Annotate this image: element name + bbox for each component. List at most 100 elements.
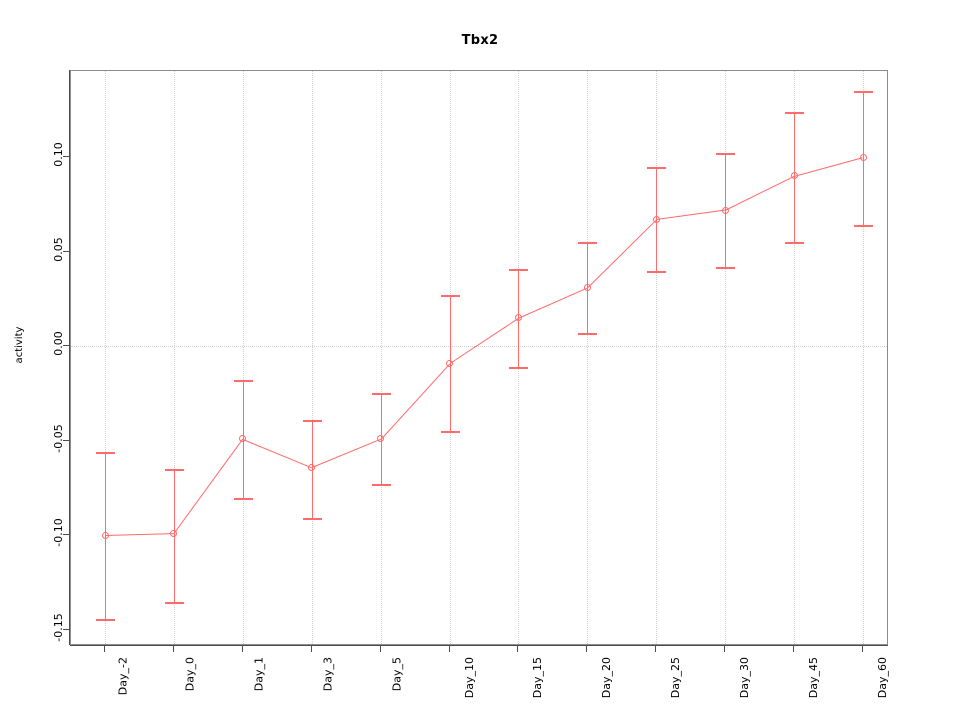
data-point-marker	[239, 435, 247, 443]
y-axis-tick-label: 0.10	[51, 142, 65, 167]
gridline-vertical	[311, 71, 314, 644]
y-axis-tick	[63, 628, 70, 630]
error-bar-cap-lower	[647, 270, 667, 273]
x-axis-tick	[379, 645, 381, 652]
x-axis-tick	[655, 645, 657, 652]
data-point-marker	[652, 215, 660, 223]
gridline-vertical	[725, 71, 727, 644]
y-axis-tick-label: -0.15	[51, 613, 65, 642]
error-bar-cap-upper	[785, 111, 805, 114]
x-axis-tick-label: Day_0	[183, 657, 197, 692]
y-axis-tick-label: 0.00	[51, 331, 65, 356]
error-bar-cap-upper	[164, 469, 184, 472]
error-bar-cap-upper	[233, 380, 253, 383]
y-axis-tick	[63, 439, 70, 441]
x-axis: Day_-2 Day_0 Day_1 Day_3 Day_5 Day_10 Day_15 Da…	[70, 645, 890, 720]
gridline-vertical	[173, 71, 176, 644]
data-point-marker	[721, 206, 729, 214]
y-axis-tick	[63, 534, 70, 536]
error-bar-cap-lower	[578, 332, 598, 335]
error-bar-cap-lower	[302, 518, 322, 521]
x-axis-tick	[793, 645, 795, 652]
x-axis-tick-label: Day_20	[600, 657, 614, 699]
x-axis-tick	[448, 645, 450, 652]
gridline-vertical	[587, 71, 589, 644]
series-segment	[380, 363, 450, 440]
x-axis-tick-label: Day_45	[807, 657, 821, 699]
series-segment	[173, 439, 244, 535]
data-point-marker	[859, 153, 867, 161]
gridline-zero	[71, 346, 887, 348]
y-axis-tick	[63, 250, 70, 252]
series-segment	[656, 210, 726, 221]
series-segment	[724, 176, 795, 211]
gridline-vertical	[656, 71, 658, 644]
error-bar-cap-lower	[371, 484, 391, 487]
series-segment	[518, 287, 588, 319]
x-axis-tick	[172, 645, 174, 652]
series-segment	[587, 219, 657, 289]
y-axis: -0.15 -0.10 -0.05 0.00 0.05 0.10	[52, 70, 70, 645]
x-axis-tick	[310, 645, 312, 652]
x-axis-tick-label: Day_5	[390, 657, 404, 692]
error-bar-cap-lower	[96, 618, 115, 621]
y-axis-title: activity	[14, 326, 25, 364]
series-segment	[793, 157, 864, 177]
gridline-vertical	[863, 71, 865, 644]
data-point-marker	[101, 531, 109, 539]
x-axis-tick	[241, 645, 243, 652]
error-bar-cap-lower	[233, 497, 253, 500]
series-segment	[311, 438, 381, 469]
x-axis-tick	[517, 645, 519, 652]
y-axis-tick-label: -0.05	[51, 424, 65, 453]
error-bar-cap-lower	[785, 242, 805, 245]
data-point-marker	[377, 435, 385, 443]
error-bar-cap-upper	[716, 153, 736, 156]
error-bar-cap-lower	[509, 367, 529, 369]
gridline-vertical	[105, 71, 107, 644]
series-segment	[242, 438, 312, 469]
error-bar-cap-upper	[96, 452, 115, 455]
x-axis-tick-label: Day_1	[252, 657, 266, 692]
error-bar-cap-lower	[164, 601, 184, 604]
data-point-marker	[170, 529, 178, 537]
y-axis-line	[69, 70, 70, 645]
x-axis-tick	[586, 645, 588, 652]
x-axis-tick-label: Day_60	[876, 657, 890, 699]
error-bar-cap-lower	[854, 225, 873, 228]
gridline-vertical	[380, 71, 383, 644]
gridline-vertical	[794, 71, 796, 644]
x-axis-tick-label: Day_10	[462, 657, 476, 699]
data-point-marker	[446, 359, 454, 367]
error-bar-cap-upper	[854, 90, 873, 93]
x-axis-tick	[862, 645, 863, 652]
error-bar-cap-lower	[440, 431, 460, 434]
error-bar-cap-upper	[647, 166, 667, 169]
x-axis-tick	[104, 645, 105, 652]
data-point-marker	[790, 172, 798, 180]
x-axis-tick	[724, 645, 726, 652]
error-bar-cap-upper	[440, 295, 460, 298]
x-axis-tick-label: Day_25	[669, 657, 683, 699]
x-axis-tick-label: Day_30	[738, 657, 752, 699]
data-point-marker	[308, 463, 316, 471]
chart-title: Tbx2	[461, 33, 499, 48]
data-point-marker	[514, 314, 522, 322]
error-bar-cap-upper	[302, 419, 322, 422]
data-series-tbx2	[71, 71, 887, 644]
plot-area	[70, 70, 888, 645]
y-axis-tick-label: -0.10	[51, 518, 65, 548]
y-axis-tick-label: 0.05	[51, 236, 65, 262]
error-bar-cap-upper	[509, 268, 529, 271]
gridline-vertical	[242, 71, 245, 644]
error-bar-cap-lower	[716, 266, 736, 269]
series-segment	[104, 533, 174, 537]
x-axis-tick-label: Day_-2	[116, 657, 130, 696]
error-bar-cap-upper	[578, 242, 598, 245]
series-segment	[449, 317, 519, 365]
error-bar-cap-upper	[371, 393, 391, 396]
x-axis-tick-label: Day_15	[531, 657, 545, 699]
data-point-marker	[583, 284, 591, 292]
y-axis-tick	[63, 345, 70, 347]
